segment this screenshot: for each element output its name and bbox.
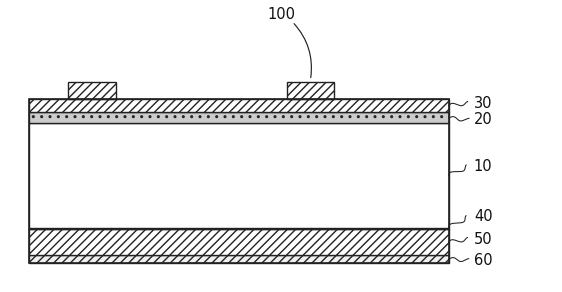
Text: 10: 10 xyxy=(474,159,492,174)
Bar xyxy=(69,82,116,99)
Bar xyxy=(29,99,449,263)
Bar xyxy=(29,255,449,263)
Text: 100: 100 xyxy=(267,7,295,22)
Text: 20: 20 xyxy=(474,112,493,128)
Bar xyxy=(29,112,449,124)
Bar xyxy=(287,82,334,99)
Text: 50: 50 xyxy=(474,232,492,247)
Bar xyxy=(29,229,449,255)
Text: 60: 60 xyxy=(474,253,492,268)
Bar xyxy=(29,99,449,112)
Text: 40: 40 xyxy=(474,209,492,224)
Bar xyxy=(29,124,449,227)
Text: 30: 30 xyxy=(474,96,492,111)
